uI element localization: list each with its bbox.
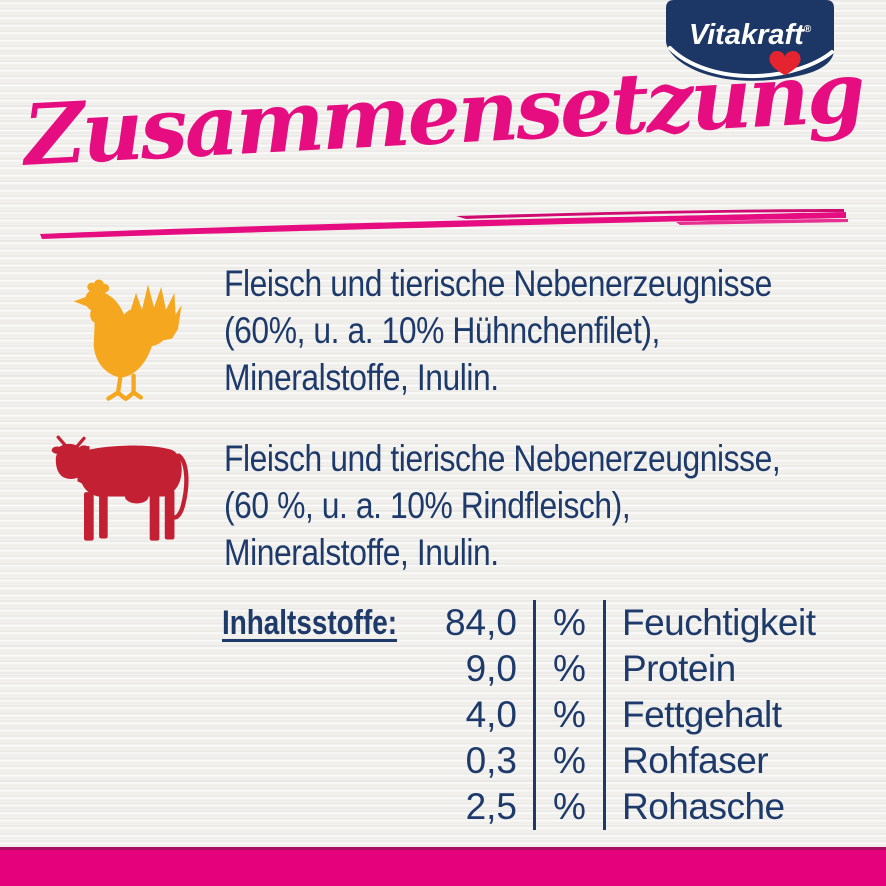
ingredient-text-beef: Fleisch und tierische Nebenerzeugnisse, … [224, 435, 781, 576]
analysis-value: 2,5 [440, 784, 536, 830]
ingredient-line: Fleisch und tierische Nebenerzeugnisse [224, 263, 772, 304]
heart-icon [769, 51, 801, 76]
analysis-name: Fettgehalt [622, 694, 782, 735]
analysis-label: Inhaltsstoffe: [222, 604, 398, 642]
chicken-icon [73, 279, 182, 401]
analysis-table: 84,0 % Feuchtigkeit 9,0 % Protein 4,0 % … [440, 600, 816, 830]
ingredient-line: Mineralstoffe, Inulin. [224, 532, 499, 573]
analysis-value: 4,0 [440, 692, 536, 738]
brush-underline [40, 209, 848, 239]
cow-icon [51, 435, 189, 541]
analysis-unit: % [536, 646, 606, 692]
analysis-unit: % [536, 692, 606, 738]
bottom-accent-bar [0, 847, 886, 886]
analysis-value: 0,3 [440, 738, 536, 784]
analysis-name: Rohasche [622, 786, 785, 827]
ingredient-line: (60%, u. a. 10% Hühnchenfilet), [224, 310, 660, 351]
analysis-name: Rohfaser [622, 740, 769, 781]
analysis-value: 9,0 [440, 646, 536, 692]
ingredient-line: Mineralstoffe, Inulin. [224, 357, 499, 398]
ingredient-line: Fleisch und tierische Nebenerzeugnisse, [224, 438, 781, 479]
ingredient-text-chicken: Fleisch und tierische Nebenerzeugnisse (… [224, 260, 772, 401]
analysis-unit: % [536, 738, 606, 784]
analysis-value: 84,0 [440, 600, 536, 646]
ingredient-line: (60 %, u. a. 10% Rindfleisch), [224, 485, 631, 526]
logo-wordmark: Vitakraft® [689, 19, 812, 51]
analysis-section: Inhaltsstoffe: 84,0 % Feuchtigkeit 9,0 %… [222, 600, 816, 830]
page-title: Zusammensetzung [21, 42, 865, 185]
logo-swoosh [668, 46, 834, 79]
analysis-unit: % [536, 600, 606, 646]
vitakraft-logo: Vitakraft® [666, 0, 834, 81]
analysis-name: Feuchtigkeit [622, 602, 816, 643]
analysis-unit: % [536, 784, 606, 830]
analysis-name: Protein [622, 648, 736, 689]
